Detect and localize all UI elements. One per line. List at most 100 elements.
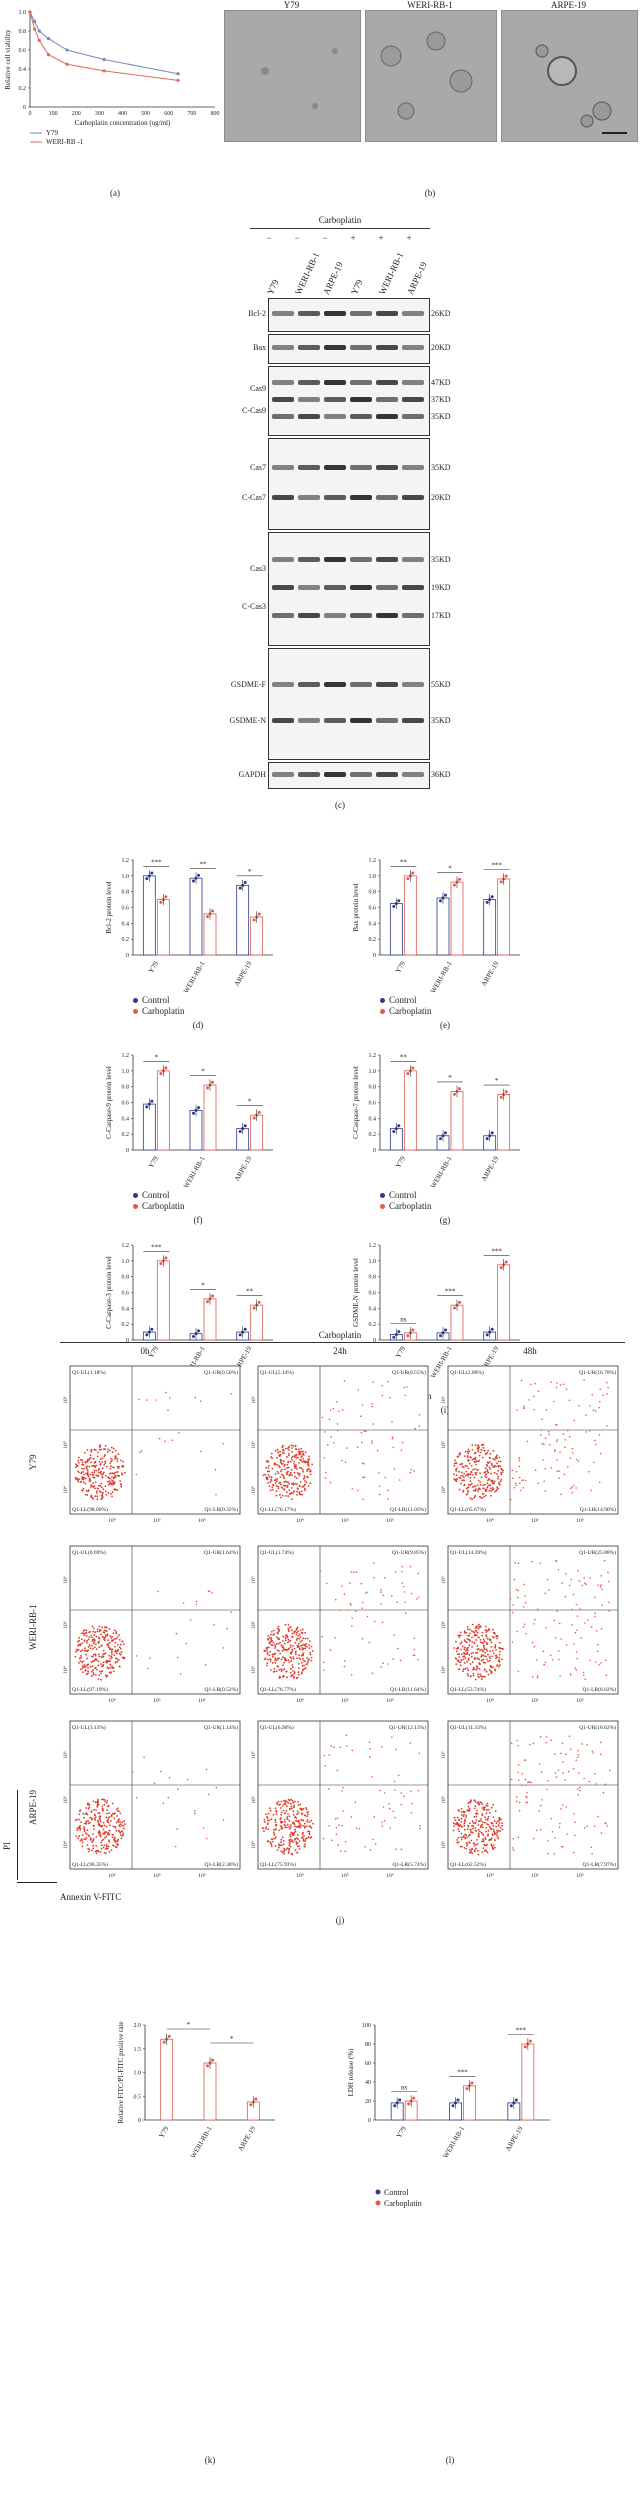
- panel-letter: (d): [192, 1020, 204, 1030]
- event-dot: [341, 1409, 344, 1411]
- event-dot: [465, 1474, 467, 1477]
- event-dot: [501, 1471, 504, 1473]
- event-dot: [485, 1648, 488, 1651]
- event-dot: [297, 1448, 300, 1451]
- event-dot: [119, 1823, 122, 1825]
- event-dot: [301, 1632, 304, 1634]
- event-dot: [298, 1492, 301, 1495]
- y-tick-label: 10⁴: [251, 1486, 257, 1494]
- data-point: [150, 1099, 154, 1103]
- x-tick-label: 400: [118, 111, 127, 117]
- event-dot: [344, 1461, 347, 1463]
- event-dot: [599, 1388, 601, 1390]
- event-dot: [591, 1750, 594, 1752]
- event-dot: [291, 1674, 294, 1676]
- event-dot: [176, 1828, 178, 1830]
- event-dot: [540, 1804, 542, 1807]
- event-dot: [606, 1381, 608, 1384]
- blot-band: [350, 613, 372, 618]
- event-dot: [85, 1807, 87, 1809]
- micrograph-title-1: Y79: [283, 0, 300, 10]
- event-dot: [287, 1630, 290, 1633]
- event-dot: [267, 1658, 269, 1661]
- event-dot: [406, 1386, 408, 1388]
- significance-label: **: [200, 861, 208, 869]
- event-dot: [307, 1836, 310, 1839]
- event-dot: [466, 1450, 469, 1453]
- event-dot: [475, 1843, 478, 1846]
- legend-label: WERI-RB -1: [46, 138, 84, 146]
- event-dot: [462, 1670, 464, 1673]
- data-point: [458, 877, 461, 881]
- event-dot: [551, 1831, 554, 1833]
- event-dot: [280, 1483, 282, 1486]
- event-dot: [453, 1473, 455, 1476]
- event-dot: [114, 1649, 117, 1652]
- blot-band: [350, 681, 372, 687]
- event-dot: [104, 1462, 107, 1464]
- event-dot: [289, 1833, 291, 1836]
- event-dot: [460, 1836, 463, 1839]
- event-dot: [102, 1496, 104, 1499]
- plot-frame: [447, 1545, 619, 1695]
- event-dot: [474, 1458, 477, 1461]
- event-dot: [460, 1817, 463, 1820]
- event-dot: [92, 1457, 95, 1460]
- event-dot: [470, 1655, 473, 1658]
- event-dot: [97, 1664, 100, 1667]
- event-dot: [323, 1754, 326, 1757]
- event-dot: [114, 1455, 117, 1458]
- event-dot: [357, 1389, 360, 1391]
- event-dot: [294, 1825, 296, 1828]
- event-dot: [564, 1446, 566, 1449]
- data-point: [470, 2081, 474, 2085]
- event-dot: [273, 1833, 276, 1836]
- event-dot: [319, 1570, 322, 1572]
- event-dot: [583, 1777, 585, 1780]
- event-dot: [302, 1478, 305, 1480]
- event-dot: [309, 1469, 312, 1472]
- event-dot: [275, 1828, 278, 1830]
- event-dot: [82, 1660, 84, 1663]
- event-dot: [556, 1470, 559, 1472]
- event-dot: [336, 1401, 338, 1403]
- event-dot: [464, 1668, 467, 1670]
- event-dot: [471, 1449, 474, 1451]
- event-dot: [278, 1677, 281, 1679]
- event-dot: [459, 1634, 462, 1637]
- series-point: [37, 29, 41, 33]
- event-dot: [379, 1789, 381, 1792]
- event-dot: [456, 1841, 459, 1844]
- event-dot: [525, 1632, 527, 1635]
- row-label: Y79: [28, 1454, 38, 1471]
- event-dot: [482, 1492, 485, 1495]
- event-dot: [277, 1666, 280, 1668]
- significance-label: **: [246, 1288, 254, 1296]
- event-dot: [466, 1626, 469, 1628]
- event-dot: [600, 1753, 602, 1756]
- event-dot: [332, 1407, 335, 1410]
- event-dot: [102, 1636, 104, 1639]
- event-dot: [575, 1651, 578, 1653]
- blot-band: [324, 613, 346, 618]
- event-dot: [85, 1673, 88, 1676]
- event-dot: [482, 1650, 485, 1653]
- y-tick-label: 40: [365, 2080, 371, 2086]
- event-dot: [480, 1476, 483, 1479]
- event-dot: [413, 1637, 416, 1639]
- event-dot: [468, 1851, 471, 1854]
- event-dot: [266, 1651, 269, 1654]
- event-dot: [91, 1665, 94, 1667]
- blot-band: [376, 557, 398, 562]
- event-dot: [89, 1480, 92, 1482]
- event-dot: [289, 1671, 292, 1674]
- event-dot: [373, 1576, 375, 1579]
- event-dot: [466, 1836, 469, 1839]
- event-dot: [545, 1742, 547, 1744]
- data-point: [392, 1335, 396, 1339]
- blot-header: Carboplatin: [318, 215, 362, 225]
- event-dot: [608, 1580, 610, 1583]
- event-dot: [290, 1456, 293, 1459]
- quadrant-ul: Q1-UL(6.90%): [260, 1724, 294, 1731]
- event-dot: [279, 1461, 282, 1464]
